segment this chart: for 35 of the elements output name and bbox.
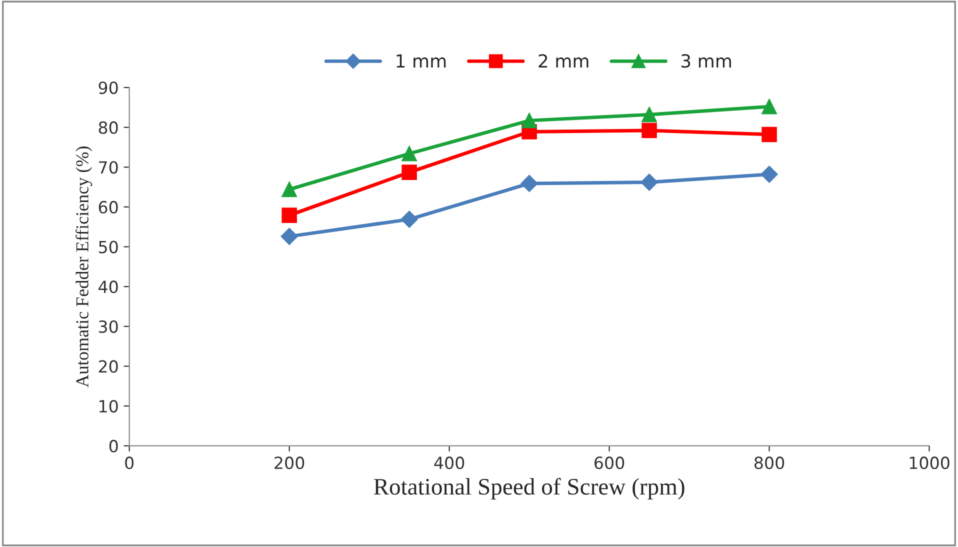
y-tick-label: 10 [100, 400, 118, 413]
point [762, 126, 777, 142]
point [282, 208, 297, 223]
x-tick-label: 600 [594, 456, 624, 470]
point [522, 112, 537, 128]
y-tick-label: 40 [98, 280, 118, 294]
point [402, 146, 417, 162]
point [402, 164, 417, 180]
point [400, 210, 418, 228]
legend-label: 2 mm [538, 54, 588, 68]
y-tick-label: 0 [109, 440, 118, 452]
legend-label: 1 mm [396, 54, 446, 68]
x-tick-label: 1000 [910, 456, 950, 470]
x-tick-label: 0 [125, 456, 134, 470]
y-tick-label: 60 [98, 200, 118, 214]
y-tick-label: 90 [98, 81, 118, 94]
point [642, 122, 657, 138]
point [282, 182, 297, 198]
point [280, 228, 298, 245]
x-tick-label: 400 [434, 456, 464, 470]
y-tick-label: 30 [98, 320, 118, 333]
y-tick-label: 80 [98, 121, 118, 134]
x-tick-label: 800 [754, 456, 784, 470]
point [762, 98, 777, 114]
point [642, 106, 657, 122]
y-tick-label: 20 [98, 360, 118, 373]
x-tick-label: 200 [274, 456, 304, 470]
point [760, 166, 778, 183]
point [640, 174, 658, 191]
y-tick-label: 70 [99, 161, 118, 174]
y-tick-label: 50 [98, 240, 118, 254]
x-axis-title: Rotational Speed of Screw (rpm) [374, 478, 684, 500]
y-axis-title: Automatic Fedder Efficiency (%) [76, 146, 92, 388]
legend-label: 3 mm [681, 54, 731, 68]
point [520, 174, 538, 192]
